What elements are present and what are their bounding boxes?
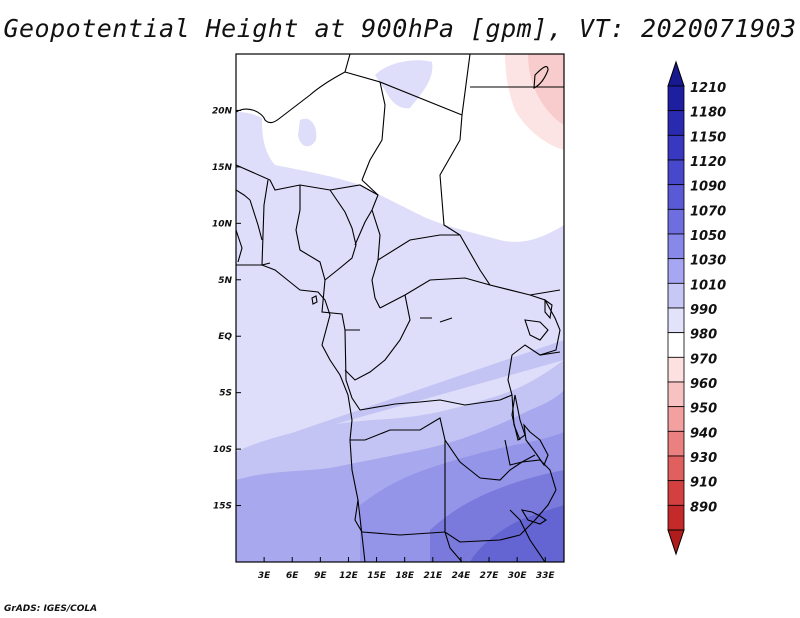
map-panel: 3E 6E 9E 12E 15E 18E 21E 24E 27E 30E 33E 20N 15N 10N…	[212, 53, 565, 581]
x-tick-label: 18E	[395, 571, 415, 581]
y-tick-label: 5S	[219, 389, 232, 399]
colorbar: 1210 1180 1150 1120 1090 1070 1050 1030 1010 990 9…	[667, 60, 726, 556]
x-tick-label: 24E	[452, 571, 472, 581]
x-tick-label: 3E	[258, 571, 271, 581]
colorbar-label: 970	[690, 352, 717, 367]
y-tick-label: 5N	[218, 276, 232, 286]
colorbar-swatch	[667, 430, 685, 457]
x-tick-label: 21E	[423, 571, 443, 581]
x-axis: 3E 6E 9E 12E 15E 18E 21E 24E 27E 30E 33E	[258, 557, 556, 581]
colorbar-swatch	[667, 134, 685, 161]
colorbar-swatch	[667, 258, 685, 284]
colorbar-label: 990	[690, 303, 717, 318]
colorbar-swatch	[667, 85, 685, 112]
colorbar-label: 890	[690, 500, 717, 515]
colorbar-top-arrow	[667, 60, 685, 87]
colorbar-swatch	[667, 406, 685, 432]
x-tick-label: 15E	[367, 571, 387, 581]
x-tick-label: 9E	[314, 571, 327, 581]
x-tick-label: 27E	[480, 571, 500, 581]
colorbar-label: 1180	[690, 106, 726, 121]
colorbar-swatch	[667, 159, 685, 186]
colorbar-swatch	[667, 480, 685, 506]
colorbar-swatch	[667, 356, 685, 383]
country-borders	[236, 54, 564, 562]
colorbar-bottom-arrow	[667, 529, 685, 556]
colorbar-label: 1120	[690, 155, 726, 170]
colorbar-swatch	[667, 110, 685, 136]
colorbar-label: 940	[690, 426, 717, 441]
map-title: Geopotential Height at 900hPa [gpm], VT:…	[3, 14, 797, 43]
field-region-990	[236, 54, 564, 242]
field-region-960	[528, 54, 564, 125]
colorbar-label: 1210	[690, 81, 726, 96]
colorbar-label: 1150	[690, 130, 726, 145]
colorbar-label: 930	[690, 451, 717, 466]
colorbar-swatch	[667, 504, 685, 531]
field-region-1010-nw	[298, 118, 317, 147]
colorbar-label: 1010	[690, 278, 726, 293]
x-tick-label: 6E	[286, 571, 299, 581]
colorbar-label: 1030	[690, 254, 726, 269]
y-tick-label: 15N	[212, 163, 233, 173]
map-frame	[235, 53, 565, 563]
credit-text: GrADS: IGES/COLA	[4, 604, 98, 614]
colorbar-label: 1050	[690, 229, 726, 244]
x-tick-label: 33E	[536, 571, 556, 581]
colorbar-label: 980	[690, 328, 717, 343]
colorbar-swatch	[667, 208, 685, 235]
x-tick-label: 30E	[508, 571, 528, 581]
colorbar-swatch	[667, 282, 685, 309]
field-region-1010-north	[375, 60, 433, 109]
field-region-1120	[470, 505, 564, 562]
colorbar-swatch	[667, 184, 685, 210]
y-tick-label: 10S	[213, 445, 232, 455]
coastlines	[236, 66, 553, 525]
colorbar-swatch	[667, 233, 685, 260]
colorbar-label: 1070	[690, 204, 726, 219]
y-tick-label: 20N	[212, 106, 233, 116]
colorbar-swatch	[667, 455, 685, 482]
y-tick-label: 15S	[213, 502, 232, 512]
y-tick-label: EQ	[218, 332, 232, 342]
colorbar-swatch	[667, 381, 685, 408]
colorbar-swatch	[667, 332, 685, 358]
colorbar-swatch	[667, 307, 685, 334]
colorbar-label: 960	[690, 377, 717, 392]
y-tick-label: 10N	[212, 219, 233, 229]
x-tick-label: 12E	[339, 571, 359, 581]
colorbar-label: 1090	[690, 180, 726, 195]
y-axis: 20N 15N 10N 5N EQ 5S 10S 15S	[212, 106, 241, 512]
colorbar-label: 910	[690, 476, 717, 491]
colorbar-label: 950	[690, 402, 717, 417]
